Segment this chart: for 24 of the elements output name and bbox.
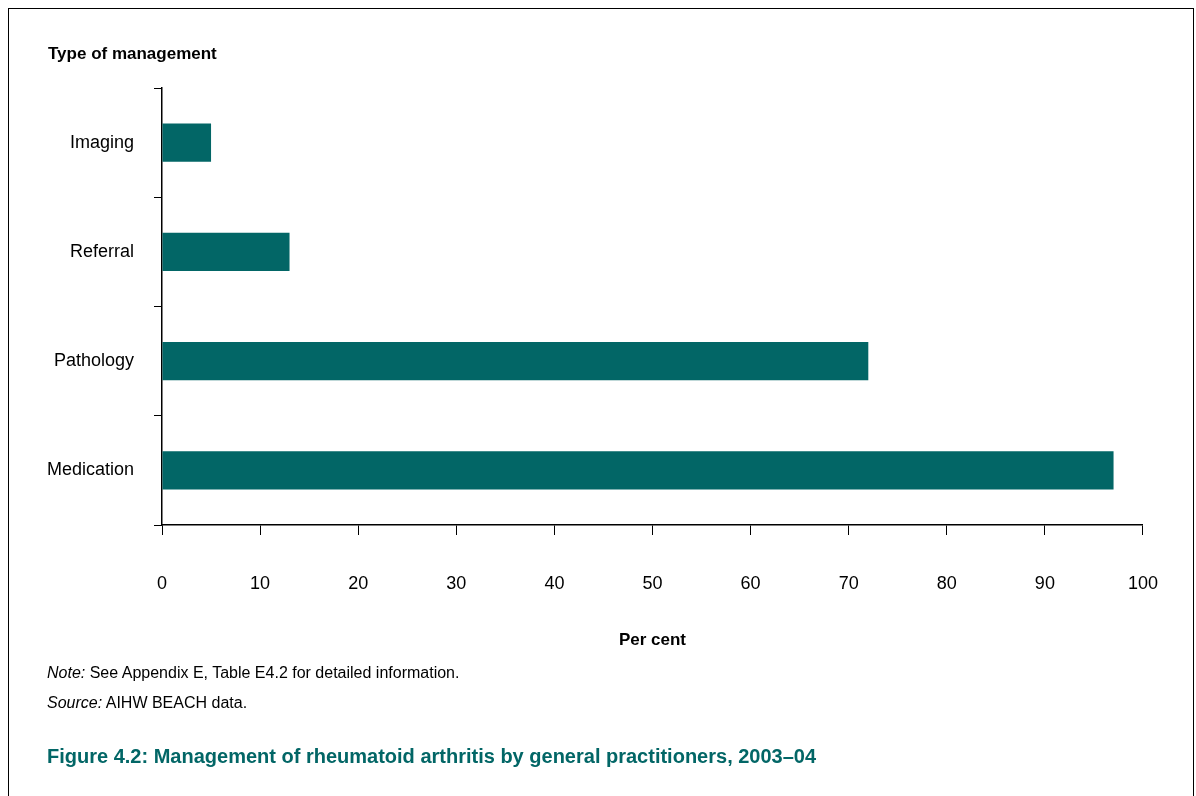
x-tick-label: 20: [348, 572, 369, 593]
x-tick-label: 60: [740, 572, 761, 593]
y-tick-label: Referral: [69, 240, 134, 261]
bar: [162, 342, 869, 381]
bar: [162, 451, 1114, 490]
text: Figure 4.2: Management of rheumatoid arthritis by general practitioners, 2003–04: [47, 745, 817, 768]
y-tick-label: Imaging: [69, 131, 134, 152]
y-axis-title: Type of management: [48, 44, 217, 64]
y-tick-label: Medication: [46, 459, 134, 480]
text: Note: See Appendix E, Table E4.2 for detailed information.: [47, 664, 460, 682]
x-tick-label: 40: [544, 572, 565, 593]
x-tick-label: 100: [1127, 572, 1159, 593]
x-tick-label: 0: [156, 572, 168, 593]
x-axis-title: Per cent: [618, 630, 687, 650]
x-tick-label: 80: [936, 572, 957, 593]
bar: [162, 232, 290, 271]
x-tick-label: 10: [250, 572, 271, 593]
x-tick-label: 90: [1034, 572, 1055, 593]
x-tick-label: 50: [642, 572, 663, 593]
x-tick-label: 30: [446, 572, 467, 593]
bar: [162, 123, 212, 162]
source-note: Source: AIHW BEACH data.: [47, 694, 249, 712]
x-tick-label: 70: [838, 572, 859, 593]
y-tick-label: Pathology: [53, 350, 134, 371]
